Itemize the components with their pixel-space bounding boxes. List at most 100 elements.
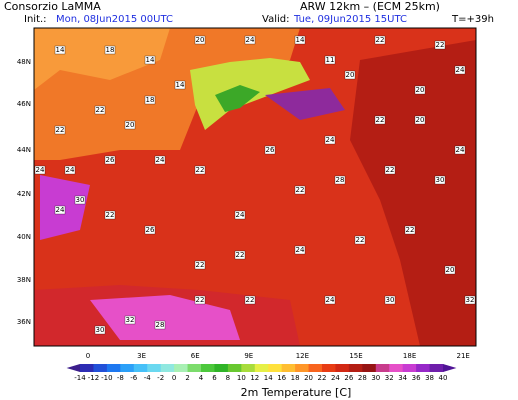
station-value: 20: [446, 266, 455, 274]
colorbar-bin: [295, 364, 310, 372]
station-box: [404, 225, 416, 235]
station-value: 30: [386, 296, 395, 304]
station-value: 24: [456, 66, 465, 74]
station-value: 22: [56, 126, 65, 134]
lon-label: 6E: [191, 352, 200, 360]
colorbar-tick: 40: [439, 374, 448, 382]
colorbar-tick: -2: [157, 374, 164, 382]
station-value: 20: [416, 116, 425, 124]
lon-label: 21E: [457, 352, 470, 360]
station-value: 26: [266, 146, 275, 154]
colorbar-tick: 8: [226, 374, 230, 382]
init-label: Init.:: [24, 14, 47, 25]
station-box: [334, 175, 346, 185]
colorbar-bin: [227, 364, 242, 372]
station-box: [64, 165, 76, 175]
colorbar-title: 2m Temperature [C]: [241, 386, 352, 399]
station-value: 30: [76, 196, 85, 204]
lon-label: 12E: [296, 352, 309, 360]
station-value: 22: [96, 106, 105, 114]
station-value: 22: [246, 296, 255, 304]
station-value: 26: [106, 156, 115, 164]
station-value: 24: [326, 136, 335, 144]
colorbar-bin: [106, 364, 121, 372]
station-value: 20: [416, 86, 425, 94]
station-value: 32: [466, 296, 475, 304]
africa-hot: [90, 295, 240, 340]
station-value: 30: [436, 176, 445, 184]
station-value: 22: [386, 166, 395, 174]
colorbar-tick: -6: [130, 374, 138, 382]
station-value: 20: [126, 121, 135, 129]
colorbar-tick: 32: [385, 374, 394, 382]
station-value: 22: [376, 116, 385, 124]
lon-label: 15E: [349, 352, 362, 360]
colorbar-tick: 38: [425, 374, 434, 382]
station-box: [144, 225, 156, 235]
station-box: [104, 45, 116, 55]
station-box: [414, 115, 426, 125]
colorbar-tick: 12: [250, 374, 259, 382]
colorbar-bin: [120, 364, 135, 372]
station-value: 24: [246, 36, 255, 44]
lat-label: 42N: [17, 190, 31, 198]
station-value: 22: [436, 41, 445, 49]
colorbar-bin: [416, 364, 431, 372]
station-box: [454, 145, 466, 155]
colorbar-tick: 30: [371, 374, 380, 382]
station-box: [34, 165, 46, 175]
station-box: [454, 65, 466, 75]
colorbar-tick: 14: [264, 374, 273, 382]
station-box: [174, 80, 186, 90]
station-value: 28: [156, 321, 165, 329]
station-value: 14: [176, 81, 185, 89]
colorbar-bin: [133, 364, 148, 372]
alps-peak: [215, 85, 260, 112]
colorbar-bin: [160, 364, 175, 372]
colorbar-bin: [187, 364, 202, 372]
station-box: [94, 105, 106, 115]
station-box: [384, 295, 396, 305]
colorbar-tick: 18: [291, 374, 300, 382]
station-value: 22: [356, 236, 365, 244]
station-value: 28: [336, 176, 345, 184]
station-box: [194, 260, 206, 270]
colorbar-bin: [214, 364, 229, 372]
colorbar-bin: [80, 364, 94, 372]
station-value: 24: [236, 211, 245, 219]
lon-label: 3E: [137, 352, 146, 360]
station-box: [234, 210, 246, 220]
station-value: 24: [156, 156, 165, 164]
station-box: [194, 35, 206, 45]
colorbar-tick: -10: [101, 374, 112, 382]
station-value: 22: [296, 186, 305, 194]
station-box: [104, 155, 116, 165]
station-box: [324, 295, 336, 305]
station-value: 22: [196, 296, 205, 304]
model: ARW 12km – (ECM 25km): [300, 0, 440, 13]
station-value: 30: [96, 326, 105, 334]
station-box: [324, 55, 336, 65]
lon-label: 0: [86, 352, 90, 360]
lat-label: 46N: [17, 100, 31, 108]
colorbar-tick: 28: [358, 374, 367, 382]
colorbar-tick: 6: [212, 374, 217, 382]
station-value: 22: [106, 211, 115, 219]
colorbar-bin: [174, 364, 189, 372]
station-value: 26: [146, 226, 155, 234]
colorbar-tick: 16: [277, 374, 286, 382]
station-value: 11: [326, 56, 335, 64]
valid-label: Valid:: [262, 14, 289, 25]
station-value: 22: [196, 166, 205, 174]
colorbar-tick: -8: [117, 374, 124, 382]
station-box: [324, 135, 336, 145]
colorbar-bin: [254, 364, 269, 372]
colorbar-tick: 22: [318, 374, 327, 382]
colorbar-tick: 20: [304, 374, 313, 382]
colorbar-bin: [375, 364, 390, 372]
colorbar-bin: [93, 364, 108, 372]
colorbar-bin: [335, 364, 350, 372]
colorbar-tick: 36: [412, 374, 421, 382]
lat-label: 38N: [17, 276, 31, 284]
colorbar-bin: [147, 364, 162, 372]
